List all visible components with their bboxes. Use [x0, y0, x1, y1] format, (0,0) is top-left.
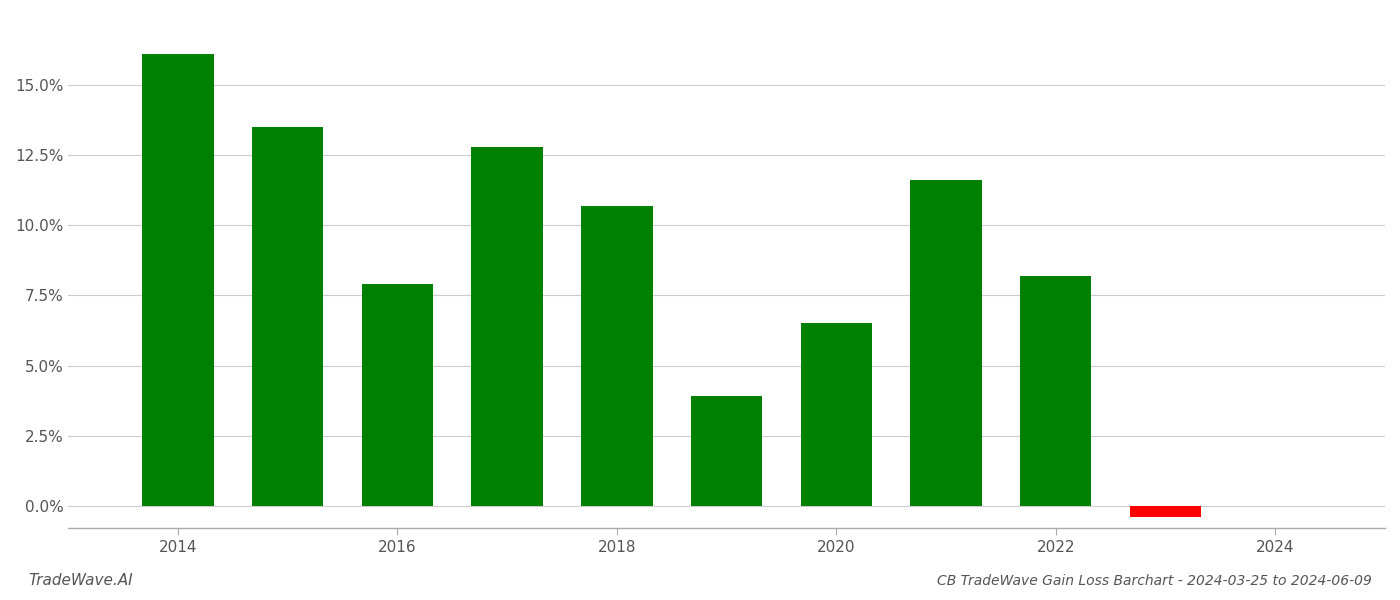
Bar	[143, 54, 214, 506]
Bar	[801, 323, 872, 506]
Bar	[361, 284, 433, 506]
Bar	[692, 397, 762, 506]
Bar	[910, 181, 981, 506]
Bar	[1021, 276, 1092, 506]
Bar	[1130, 506, 1201, 517]
Text: TradeWave.AI: TradeWave.AI	[28, 573, 133, 588]
Bar	[581, 206, 652, 506]
Bar	[252, 127, 323, 506]
Text: CB TradeWave Gain Loss Barchart - 2024-03-25 to 2024-06-09: CB TradeWave Gain Loss Barchart - 2024-0…	[937, 574, 1372, 588]
Bar	[472, 147, 543, 506]
